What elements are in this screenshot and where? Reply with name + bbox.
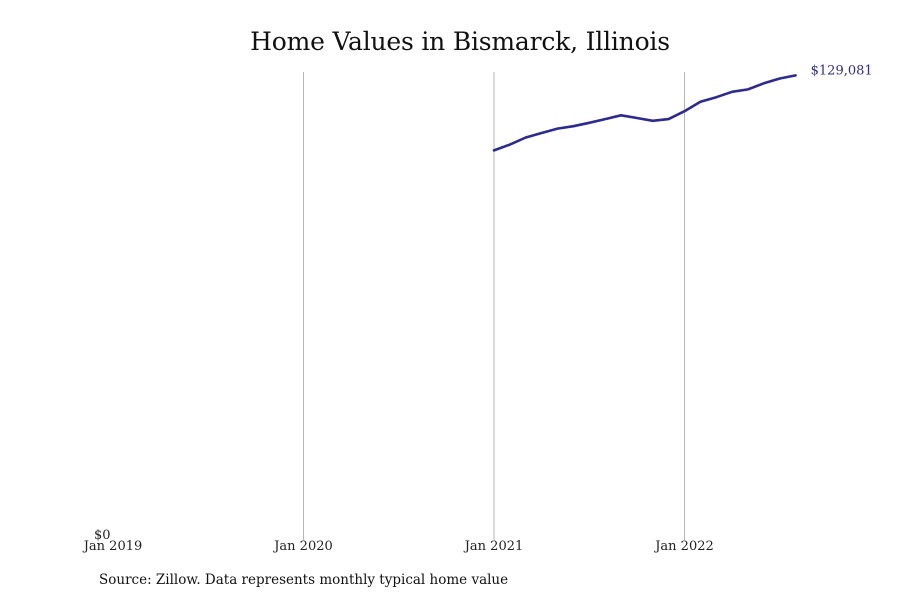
y-tick-label: $0 (94, 528, 111, 543)
axis-labels: Jan 2019 Jan 2020 Jan 2021 Jan 2022 $0 $129,0… (82, 63, 873, 554)
grid-lines (303, 72, 685, 540)
series-line (492, 74, 797, 152)
x-tick-label: Jan 2021 (463, 539, 524, 554)
x-tick-label: Jan 2022 (653, 539, 714, 554)
chart-title: Home Values in Bismarck, Illinois (250, 27, 670, 56)
source-note: Source: Zillow. Data represents monthly … (99, 572, 509, 588)
x-tick-label: Jan 2020 (272, 539, 333, 554)
x-tick-label: Jan 2019 (82, 539, 143, 554)
end-value-label: $129,081 (811, 63, 873, 78)
series-layer (492, 74, 797, 152)
